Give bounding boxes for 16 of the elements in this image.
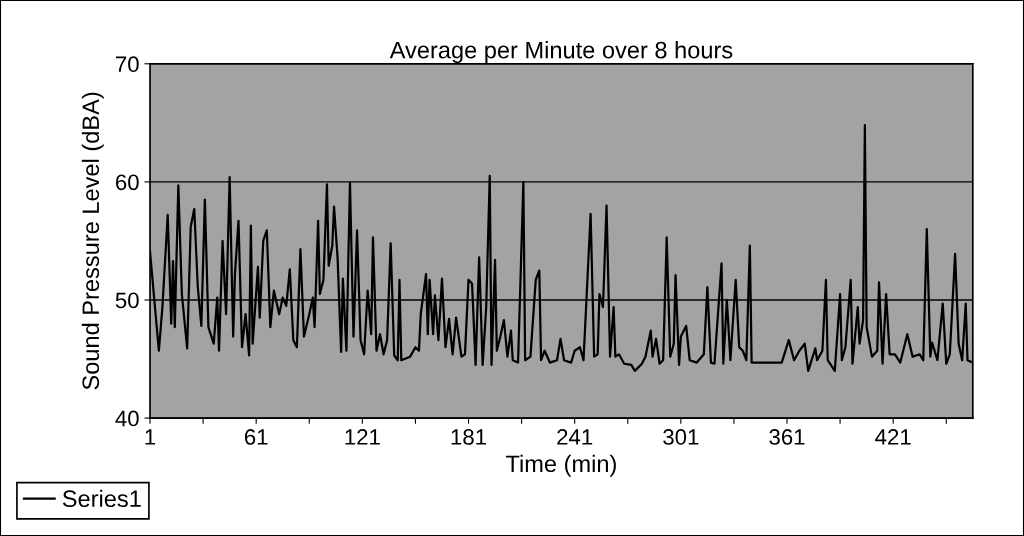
x-tick-label: 61 <box>244 429 268 445</box>
y-tick-label: 70 <box>116 56 139 73</box>
chart-title: Average per Minute over 8 hours <box>389 41 733 64</box>
x-tick-label: 301 <box>663 429 699 445</box>
x-tick-label: 421 <box>875 429 911 445</box>
x-tick-label: 1 <box>145 429 156 445</box>
x-axis-title: Time (min) <box>505 454 616 477</box>
y-axis-title: Sound Pressure Level (dBA) <box>81 92 104 390</box>
x-tick-label: 181 <box>451 429 486 445</box>
x-tick-label: 241 <box>557 429 593 445</box>
y-tick-label: 50 <box>115 292 139 309</box>
legend-label: Series1 <box>62 489 141 508</box>
x-tick-label: 361 <box>769 429 805 445</box>
x-tick-label: 121 <box>345 429 380 445</box>
y-tick-label: 40 <box>115 410 139 427</box>
y-tick-label: 60 <box>116 174 139 191</box>
